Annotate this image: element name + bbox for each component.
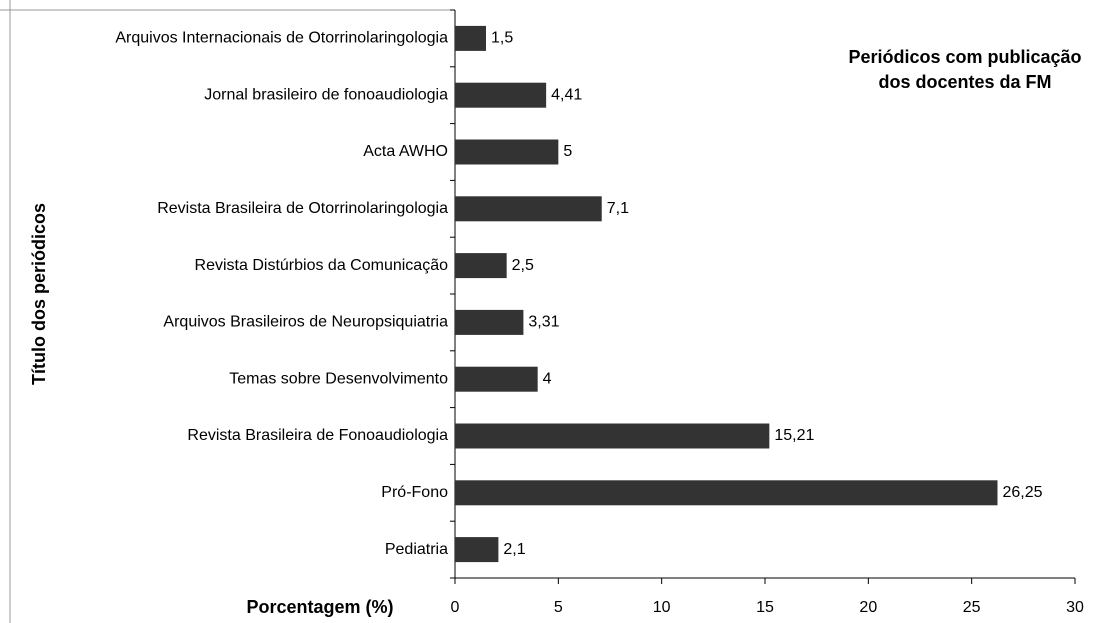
x-tick-label: 30 [1066,599,1084,616]
value-label: 4 [543,370,552,387]
x-tick-label: 0 [451,599,460,616]
y-tick-label: Pediatria [385,541,448,558]
value-label: 1,5 [491,30,513,47]
value-label: 2,5 [512,257,534,274]
bar [455,82,547,108]
bar [455,423,770,449]
value-label: 2,1 [503,541,525,558]
bar [455,25,486,51]
x-tick-label: 5 [554,599,563,616]
bar [455,366,538,392]
bar [455,480,998,506]
bar [455,309,524,335]
y-tick-label: Acta AWHO [363,143,448,160]
value-label: 4,41 [551,86,582,103]
value-label: 3,31 [528,314,559,331]
x-tick-label: 25 [963,599,981,616]
value-label: 5 [563,143,572,160]
x-tick-label: 15 [756,599,774,616]
bar [455,537,499,563]
bar [455,139,559,165]
y-tick-label: Arquivos Brasileiros de Neuropsiquiatria [163,314,448,331]
y-tick-label: Arquivos Internacionais de Otorrinolarin… [115,30,448,47]
value-label: 15,21 [774,427,814,444]
y-tick-label: Revista Brasileira de Fonoaudiologia [187,427,448,444]
bar [455,253,507,279]
y-tick-label: Pró-Fono [381,484,448,501]
x-axis-label: Porcentagem (%) [246,597,393,617]
chart-title: Periódicos com publicação [848,47,1081,67]
bar [455,196,602,222]
y-tick-label: Jornal brasileiro de fonoaudiologia [204,86,448,103]
y-tick-label: Revista Distúrbios da Comunicação [195,257,449,274]
y-tick-label: Temas sobre Desenvolvimento [229,370,448,387]
y-axis-label: Título dos periódicos [29,203,49,385]
x-tick-label: 10 [653,599,671,616]
value-label: 26,25 [1003,484,1043,501]
value-label: 7,1 [607,200,629,217]
y-tick-label: Revista Brasileira de Otorrinolaringolog… [157,200,448,217]
chart-title: dos docentes da FM [878,72,1051,92]
x-tick-label: 20 [859,599,877,616]
